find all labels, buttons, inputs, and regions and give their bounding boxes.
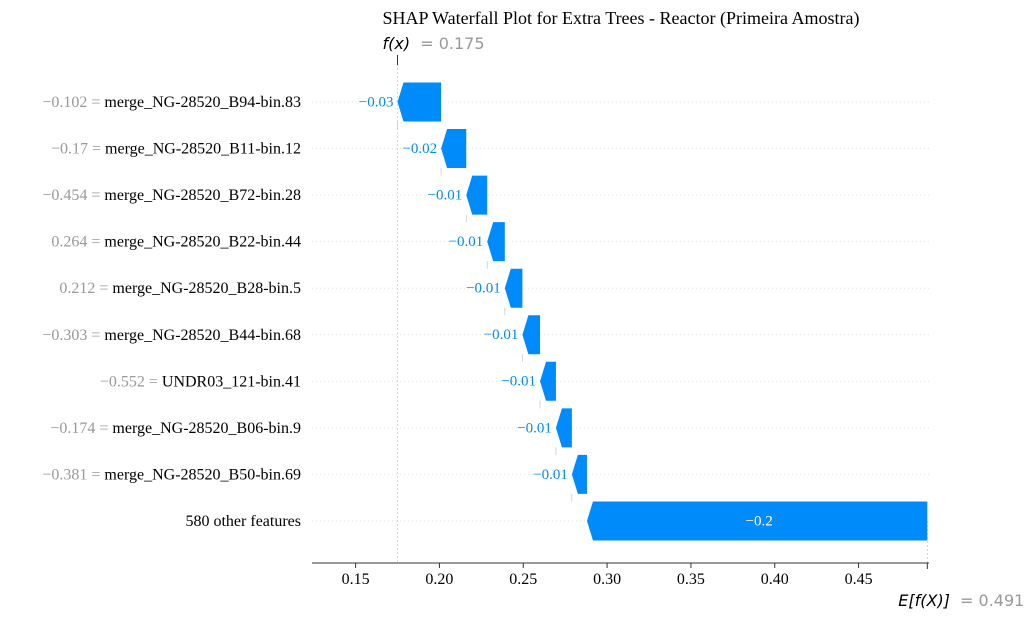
fx-value: = 0.175: [420, 34, 484, 53]
feature-label: −0.552 = UNDR03_121-bin.41: [100, 373, 301, 390]
shap-value-label: −0.02: [402, 141, 437, 157]
feature-label: 580 other features: [185, 513, 301, 530]
feature-labels: −0.102 = merge_NG-28520_B94-bin.83 −0.17 …: [42, 94, 301, 530]
feature-label: −0.174 = merge_NG-28520_B06-bin.9: [50, 420, 301, 437]
shap-value-label: −0.03: [359, 94, 394, 110]
feature-label: −0.454 = merge_NG-28520_B72-bin.28: [42, 187, 301, 204]
x-axis: 0.15 0.20 0.25 0.30 0.35 0.40 0.45: [312, 562, 929, 588]
feature-value: 0.264 =: [51, 233, 104, 250]
feature-label: −0.303 = merge_NG-28520_B44-bin.68: [42, 326, 301, 343]
feature-value: −0.381 =: [42, 466, 104, 483]
feature-name: merge_NG-28520_B50-bin.69: [104, 466, 301, 483]
x-tick-label: 0.40: [761, 571, 789, 588]
shap-value-label: −0.01: [466, 281, 501, 297]
feature-name: merge_NG-28520_B11-bin.12: [105, 140, 301, 157]
feature-value: −0.174 =: [50, 420, 112, 437]
feature-value: −0.552 =: [100, 373, 162, 390]
shap-value-label: −0.2: [746, 513, 773, 529]
shap-value-label: −0.01: [484, 327, 519, 343]
waterfall-bar: [540, 361, 556, 401]
x-tick-label: 0.35: [677, 571, 705, 588]
shap-value-label: −0.01: [501, 374, 536, 390]
x-tick-label: 0.20: [425, 571, 453, 588]
feature-name: UNDR03_121-bin.41: [162, 373, 301, 390]
feature-value: −0.17 =: [51, 140, 105, 157]
feature-label: −0.102 = merge_NG-28520_B94-bin.83: [42, 94, 301, 111]
shap-value-label: −0.01: [448, 234, 483, 250]
feature-name: merge_NG-28520_B94-bin.83: [104, 94, 301, 111]
feature-label: 0.212 = merge_NG-28520_B28-bin.5: [59, 280, 301, 297]
feature-name: merge_NG-28520_B06-bin.9: [112, 420, 301, 437]
feature-name: merge_NG-28520_B28-bin.5: [112, 280, 301, 297]
waterfall-bar: [555, 408, 572, 448]
waterfall-bar: [397, 82, 442, 122]
feature-name: merge_NG-28520_B22-bin.44: [104, 233, 301, 250]
waterfall-bar: [586, 501, 928, 541]
feature-label: −0.381 = merge_NG-28520_B50-bin.69: [42, 466, 301, 483]
feature-name: merge_NG-28520_B72-bin.28: [104, 187, 301, 204]
reference-lines: [397, 55, 928, 563]
efx-value: = 0.491: [960, 591, 1024, 610]
x-tick-label: 0.45: [845, 571, 873, 588]
chart-title: SHAP Waterfall Plot for Extra Trees - Re…: [383, 8, 860, 29]
waterfall-bar: [522, 315, 541, 355]
feature-name: 580 other features: [185, 513, 301, 530]
fx-annotation: f(x) = 0.175: [383, 34, 485, 53]
waterfall-bar: [441, 129, 467, 169]
x-tick-label: 0.25: [509, 571, 537, 588]
svg-text:E[f(X)] = 0.491: E[f(X)] = 0.491: [898, 591, 1024, 610]
shap-value-label: −0.01: [428, 188, 463, 204]
waterfall-bar: [466, 175, 488, 215]
shap-value-label: −0.01: [533, 467, 568, 483]
feature-value: −0.102 =: [42, 94, 104, 111]
waterfall-bar: [571, 454, 587, 494]
x-tick-label: 0.15: [342, 571, 370, 588]
efx-annotation: E[f(X)] = 0.491: [898, 591, 1024, 610]
feature-value: 0.212 =: [59, 280, 112, 297]
shap-value-label: −0.01: [517, 420, 552, 436]
svg-text:f(x) = 0.175: f(x) = 0.175: [383, 34, 485, 53]
waterfall-bar: [487, 222, 505, 262]
feature-value: −0.303 =: [42, 326, 104, 343]
fx-label: f(x): [383, 34, 411, 53]
efx-label: E[f(X)]: [898, 591, 950, 610]
feature-name: merge_NG-28520_B44-bin.68: [104, 326, 301, 343]
feature-value: −0.454 =: [42, 187, 104, 204]
waterfall-bars: −0.03 −0.02 −0.01 −0.01 −0.01 −0.01 −0.01 −0.01…: [359, 82, 928, 541]
feature-label: 0.264 = merge_NG-28520_B22-bin.44: [51, 233, 301, 250]
feature-label: −0.17 = merge_NG-28520_B11-bin.12: [51, 140, 301, 157]
row-gridlines: [312, 101, 929, 522]
x-tick-label: 0.30: [593, 571, 621, 588]
waterfall-bar: [504, 268, 523, 308]
